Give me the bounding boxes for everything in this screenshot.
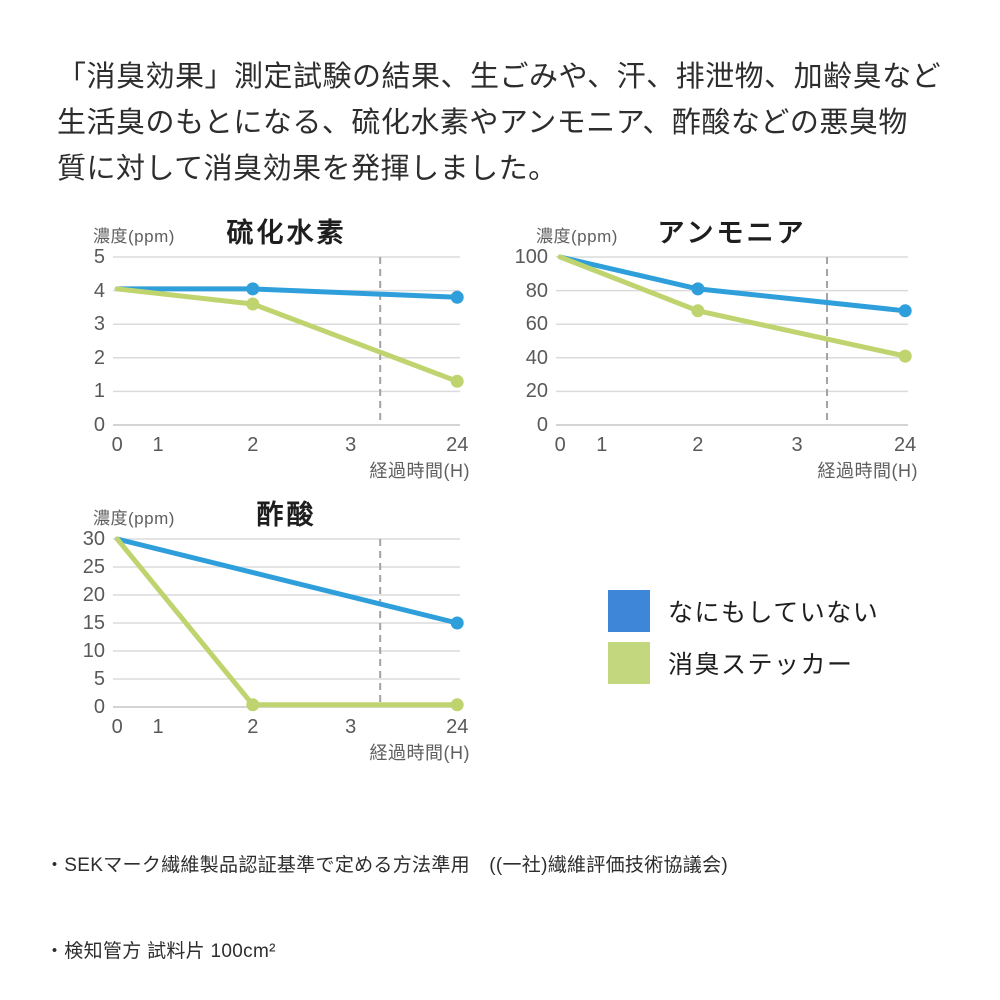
series-line-deodorizing-sticker [114, 286, 460, 384]
data-point [450, 698, 464, 712]
header-text: 「消臭効果」測定試験の結果、生ごみや、汗、排泄物、加齢臭など 生活臭のもとになる… [57, 54, 941, 192]
y-tick-label: 10 [82, 640, 105, 662]
y-tick-label: 0 [93, 696, 105, 718]
x-axis-label: 経過時間(H) [369, 743, 470, 763]
y-tick-label: 2 [93, 346, 105, 369]
x-axis-label: 経過時間(H) [817, 461, 918, 481]
data-point [450, 374, 464, 388]
y-tick-label: 80 [525, 279, 548, 302]
y-tick-label: 40 [525, 346, 548, 369]
y-tick-label: 4 [93, 279, 105, 302]
y-tick-label: 0 [93, 414, 105, 436]
x-tick-label: 2 [692, 434, 704, 456]
x-tick-label: 1 [596, 434, 608, 456]
data-point [691, 304, 705, 318]
data-point [898, 304, 912, 318]
x-tick-label: 2 [247, 716, 259, 738]
y-tick-label: 15 [82, 612, 105, 634]
legend-item-deodorizing-sticker: 消臭ステッカー [608, 642, 879, 684]
header-line: 生活臭のもとになる、硫化水素やアンモニア、酢酸などの悪臭物 [57, 107, 908, 139]
series-line-untreated [557, 254, 908, 314]
series-line-untreated [114, 536, 460, 626]
data-point [898, 349, 912, 363]
chart-ammonia: 濃度(ppm) アンモニア 100 80 60 40 20 0 0 1 2 3 24 経過時間(H) [500, 216, 920, 495]
header-line: 質に対して消臭効果を発揮しました。 [57, 153, 558, 185]
data-point [246, 698, 260, 712]
x-tick-label: 2 [247, 434, 259, 456]
data-point [450, 290, 464, 304]
plot-area [556, 254, 912, 426]
x-tick-label: 0 [111, 434, 123, 456]
legend-item-untreated: なにもしていない [608, 590, 879, 632]
y-tick-label: 25 [82, 556, 105, 578]
x-tick-label: 3 [791, 434, 803, 456]
chart-acetic-acid: 濃度(ppm) 酢酸 30 25 20 15 10 5 0 0 1 2 3 24 経過時間(H) [57, 498, 472, 777]
data-point [691, 282, 705, 296]
y-tick-label: 0 [536, 414, 548, 436]
x-tick-label: 24 [446, 434, 469, 456]
x-tick-label: 3 [345, 434, 357, 456]
plot-area [113, 536, 464, 712]
series-line-deodorizing-sticker [114, 536, 460, 708]
data-point [246, 297, 260, 311]
x-tick-label: 1 [152, 716, 164, 738]
data-point [246, 282, 260, 296]
y-axis-label: 濃度(ppm) [93, 227, 175, 246]
x-tick-label: 3 [345, 716, 357, 738]
x-tick-label: 24 [894, 434, 917, 456]
x-tick-label: 1 [152, 434, 164, 456]
y-axis-label: 濃度(ppm) [536, 227, 618, 246]
legend-swatch-blue [608, 590, 650, 632]
y-tick-label: 100 [514, 246, 548, 268]
note-line: ・SEKマーク繊維製品認証基準で定める方法準用 ((一社)繊維評価技術協議会) [45, 855, 729, 876]
chart-title: 硫化水素 [226, 218, 347, 248]
note-line: ・検知管方 試料片 100cm² [45, 940, 276, 962]
y-tick-label: 20 [525, 380, 548, 403]
y-axis-label: 濃度(ppm) [93, 509, 175, 528]
y-tick-label: 5 [93, 246, 105, 268]
x-tick-label: 0 [111, 716, 123, 738]
y-tick-label: 60 [525, 313, 548, 336]
y-tick-label: 20 [82, 584, 105, 606]
legend-label-deodorizing-sticker: 消臭ステッカー [668, 651, 854, 679]
chart-title: アンモニア [657, 218, 807, 248]
plot-area [113, 256, 464, 426]
y-tick-label: 30 [82, 528, 105, 550]
legend: なにもしていない 消臭ステッカー [608, 590, 879, 694]
x-axis-label: 経過時間(H) [369, 461, 470, 481]
y-tick-label: 1 [93, 380, 105, 403]
legend-label-untreated: なにもしていない [668, 599, 880, 627]
y-tick-label: 3 [93, 313, 105, 336]
chart-hydrogen-sulfide: 濃度(ppm) 硫化水素 5 4 3 2 1 0 0 1 2 3 24 経過時間(H) [57, 216, 472, 495]
x-tick-label: 0 [554, 434, 566, 456]
x-tick-label: 24 [446, 716, 469, 738]
y-tick-label: 5 [93, 668, 105, 690]
chart-title: 酢酸 [256, 500, 317, 530]
test-notes: ・SEKマーク繊維製品認証基準で定める方法準用 ((一社)繊維評価技術協議会) … [45, 795, 813, 1000]
legend-swatch-green [608, 642, 650, 684]
header-line: 「消臭効果」測定試験の結果、生ごみや、汗、排泄物、加齢臭など [57, 61, 942, 93]
data-point [450, 616, 464, 630]
